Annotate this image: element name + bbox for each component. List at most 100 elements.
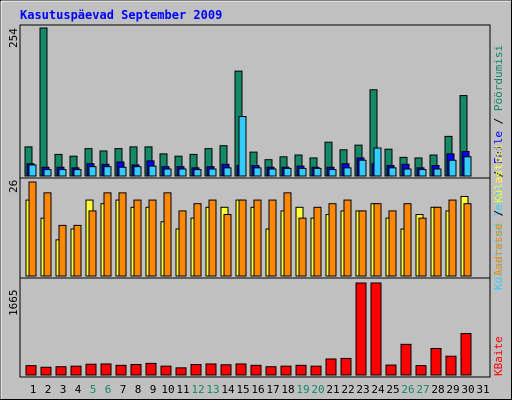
legend-visits-label: Külastusi (492, 144, 505, 204)
bar-visits-day-9 (148, 165, 157, 177)
bar-visits-count-day-14 (223, 214, 232, 277)
bar-visits-day-5 (88, 166, 97, 177)
bar-visits-count-day-7 (118, 192, 127, 277)
bar-kbytes-day-4 (70, 365, 82, 376)
x-tick-day-15: 15 (236, 383, 249, 396)
x-tick-day-8: 8 (135, 383, 142, 396)
bar-visits-count-day-17 (268, 199, 277, 277)
bar-kbytes-day-26 (400, 343, 412, 376)
bar-visits-day-23 (358, 159, 367, 177)
bar-visits-day-7 (118, 166, 127, 177)
x-tick-day-12: 12 (191, 383, 204, 396)
bar-visits-count-day-24 (373, 203, 382, 277)
bar-kbytes-day-24 (370, 282, 382, 376)
bar-visits-day-13 (208, 168, 217, 177)
panel-bottom-background (19, 277, 491, 378)
x-tick-day-3: 3 (60, 383, 67, 396)
x-tick-day-25: 25 (386, 383, 399, 396)
x-tick-day-24: 24 (371, 383, 385, 396)
bar-visits-count-day-5 (88, 210, 97, 277)
bar-visits-day-3 (58, 169, 67, 177)
x-tick-day-18: 18 (281, 383, 294, 396)
bar-kbytes-day-11 (175, 367, 187, 376)
bar-visits-count-day-20 (313, 206, 322, 277)
bar-kbytes-day-15 (235, 363, 247, 376)
x-tick-day-11: 11 (176, 383, 189, 396)
bar-kbytes-day-2 (40, 366, 52, 376)
bar-visits-day-15 (238, 116, 247, 177)
bar-kbytes-day-13 (205, 363, 217, 376)
legend-sep-1: / (492, 171, 505, 178)
bar-kbytes-day-22 (340, 357, 352, 376)
x-tick-day-9: 9 (150, 383, 157, 396)
bottom-legend: KBaite (492, 336, 505, 376)
bar-visits-count-day-22 (343, 199, 352, 277)
bar-kbytes-day-20 (310, 365, 322, 376)
bottom-ymax-label: 1665 (7, 290, 20, 317)
bar-visits-day-26 (403, 168, 412, 177)
bar-kbytes-day-3 (55, 366, 67, 376)
bar-pages-day-2 (39, 27, 48, 177)
bar-visits-count-day-30 (463, 203, 472, 277)
middle-ymax-label: 26 (7, 180, 20, 193)
bar-kbytes-day-12 (190, 364, 202, 376)
bar-visits-count-day-19 (298, 217, 307, 277)
bar-kbytes-day-19 (295, 364, 307, 376)
bar-visits-day-1 (28, 164, 37, 177)
x-tick-day-13: 13 (206, 383, 219, 396)
bar-kbytes-day-10 (160, 365, 172, 376)
x-tick-day-16: 16 (251, 383, 264, 396)
bar-visits-count-day-10 (163, 192, 172, 277)
x-tick-day-2: 2 (45, 383, 52, 396)
bar-visits-count-day-11 (178, 210, 187, 277)
bar-visits-count-day-16 (253, 199, 262, 277)
legend-visit-label: Külastatud lehti (492, 184, 505, 290)
x-tick-day-28: 28 (431, 383, 444, 396)
bar-visits-count-day-8 (133, 199, 142, 277)
bar-kbytes-day-23 (355, 282, 367, 376)
bar-visits-count-day-28 (433, 206, 442, 277)
bar-visits-day-22 (343, 167, 352, 177)
bar-visits-day-14 (223, 167, 232, 177)
bar-visits-count-day-26 (403, 203, 412, 277)
x-tick-day-21: 21 (326, 383, 339, 396)
bar-visits-day-11 (178, 168, 187, 177)
bar-kbytes-day-9 (145, 362, 157, 376)
x-tick-day-20: 20 (311, 383, 324, 396)
top-ymax-label: 254 (7, 28, 20, 48)
bar-kbytes-day-14 (220, 364, 232, 376)
bar-visits-day-16 (253, 167, 262, 177)
x-tick-day-7: 7 (120, 383, 127, 396)
bar-kbytes-day-1 (25, 365, 37, 376)
bar-kbytes-day-17 (265, 366, 277, 376)
bar-visits-day-19 (298, 167, 307, 177)
x-tick-labels: 1 2 3 4 5 6 7 8 9 10 11 12 13 14 15 16 17 18 19 20 21 22 23 24 2… (30, 383, 490, 396)
bar-visits-count-day-25 (388, 210, 397, 277)
bar-visits-count-day-12 (193, 203, 202, 277)
bar-visits-day-18 (283, 167, 292, 177)
middle-legend: Aadresse / Külastusi (492, 144, 505, 276)
bar-kbytes-day-21 (325, 358, 337, 376)
legend-sep-2: / (492, 118, 505, 125)
x-tick-day-30: 30 (461, 383, 474, 396)
top-legend: Külastatud lehti / Faile / Pöördumisi (492, 45, 505, 290)
legend-page-label: Pöördumisi (492, 45, 505, 111)
bars-layer (24, 27, 472, 376)
bar-visits-day-2 (43, 169, 52, 177)
bar-visits-day-17 (268, 168, 277, 177)
bar-visits-day-4 (73, 169, 82, 177)
bar-visits-day-21 (328, 169, 337, 177)
bar-visits-day-12 (193, 169, 202, 177)
bar-visits-day-6 (103, 166, 112, 177)
bar-visits-day-8 (133, 166, 142, 177)
chart-title: Kasutuspäevad September 2009 (20, 8, 222, 22)
bar-visits-count-day-21 (328, 203, 337, 277)
bar-visits-count-day-13 (208, 199, 217, 277)
x-tick-day-17: 17 (266, 383, 279, 396)
x-tick-day-14: 14 (221, 383, 235, 396)
bar-visits-count-day-9 (148, 199, 157, 277)
bar-kbytes-day-16 (250, 364, 262, 376)
x-tick-day-26: 26 (401, 383, 414, 396)
